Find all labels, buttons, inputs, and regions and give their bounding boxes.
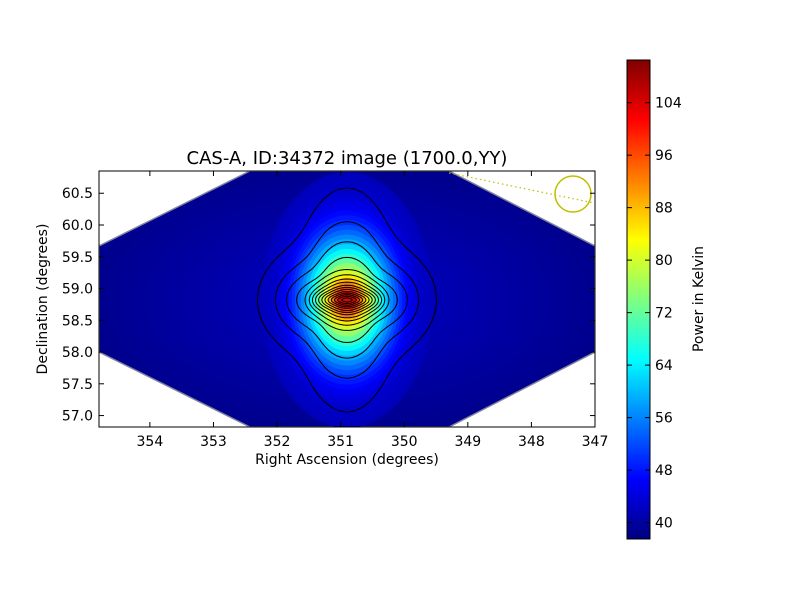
y-tick-label: 60.0 [62, 218, 93, 234]
x-tick-label: 351 [327, 434, 354, 450]
y-tick-label: 59.0 [62, 282, 93, 298]
contour-line [330, 292, 364, 308]
y-tick-label: 60.5 [62, 186, 93, 202]
contour-line [308, 274, 386, 326]
x-tick-label: 352 [264, 434, 291, 450]
y-tick-label: 58.0 [62, 345, 93, 361]
colorbar [626, 59, 651, 540]
y-tick-label: 57.5 [62, 377, 93, 393]
x-tick-label: 354 [137, 434, 164, 450]
beam-marker-circle [554, 175, 592, 213]
colorbar-tick-label: 56 [655, 411, 673, 427]
colorbar-label: Power in Kelvin [691, 246, 707, 352]
x-tick-label: 348 [518, 434, 545, 450]
contour-line [311, 278, 383, 322]
contour-line [285, 241, 409, 359]
plot-frame [98, 170, 596, 428]
x-tick-label: 347 [582, 434, 609, 450]
contour-line [327, 291, 367, 309]
colorbar-tick-label: 104 [655, 96, 682, 112]
y-tick-label: 58.5 [62, 313, 93, 329]
x-tick-label: 349 [454, 434, 481, 450]
colorbar-tick-label: 48 [655, 463, 673, 479]
colorbar-tick-label: 96 [655, 148, 673, 164]
contour-line [324, 289, 370, 312]
contour-line [304, 268, 390, 331]
y-axis-label: Declination (degrees) [35, 224, 51, 375]
contour-line [341, 297, 353, 303]
x-tick-label: 353 [200, 434, 227, 450]
heat-layer [337, 292, 357, 308]
x-tick-label: 350 [391, 434, 418, 450]
chart-title: CAS-A, ID:34372 image (1700.0,YY) [187, 148, 508, 169]
y-tick-label: 59.5 [62, 250, 93, 266]
contour-line [333, 294, 361, 306]
colorbar-tick-label: 72 [655, 306, 673, 322]
colorbar-tick-label: 40 [655, 516, 673, 532]
x-axis-label: Right Ascension (degrees) [255, 452, 439, 468]
contour-line [274, 221, 420, 379]
contour-line [314, 281, 380, 319]
contour-line [318, 284, 376, 316]
colorbar-tick-label: 80 [655, 253, 673, 269]
contour-line [321, 286, 373, 314]
contour-line [337, 295, 358, 305]
colorbar-tick-label: 64 [655, 358, 673, 374]
contour-line [256, 187, 438, 413]
y-tick-label: 57.0 [62, 409, 93, 425]
contour-line [296, 256, 398, 344]
colorbar-tick-label: 88 [655, 201, 673, 217]
